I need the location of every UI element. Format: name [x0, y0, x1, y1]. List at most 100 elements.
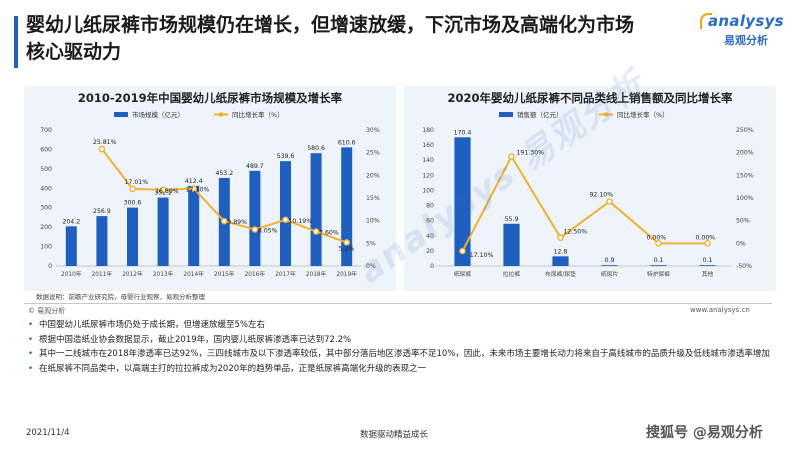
y-left-tick: 60: [426, 218, 434, 225]
data-source-note: 数据说明：前瞻产业研究院，母婴行业观察，易观分析整理: [36, 293, 205, 301]
y-left-tick: 700: [40, 127, 52, 134]
finding-item: 根据中国造纸业协会数据显示，截止2019年，国内婴儿纸尿裤渗透率已达到72.2%: [28, 333, 773, 348]
bar-value-label: 489.7: [246, 163, 264, 170]
bar-value-label: 0.9: [605, 257, 615, 264]
sohu-watermark: 搜狐号 @易观分析: [646, 425, 763, 441]
growth-point: [508, 153, 515, 160]
bar-value-label: 12.8: [554, 248, 568, 255]
finding-item: 在纸尿裤不同品类中，以高端主打的拉拉裤成为2020年的趋势单品，正是纸尿裤高端化…: [28, 362, 773, 377]
x-tick-label: 布尿裤/尿垫: [545, 270, 576, 278]
growth-line: [461, 154, 708, 252]
growth-label: 5.2%: [339, 245, 355, 252]
legend-bar-swatch: [499, 112, 513, 117]
bar: [157, 197, 169, 266]
growth-label: 92.10%: [590, 192, 614, 199]
legend-bar-swatch: [114, 112, 128, 117]
chart-panel-market-size: 2010-2019年中国婴幼儿纸尿裤市场规模及增长率 市场规模（亿元） 同比增长率…: [24, 86, 396, 291]
growth-point: [312, 228, 320, 235]
bar: [65, 226, 77, 266]
category-sales-chart: 销售额（亿元） 同比增长率（%） 0 20 40 60 80 100 120 140 160 180 -…: [422, 110, 754, 278]
bar: [96, 216, 108, 266]
growth-point: [704, 240, 711, 247]
logo-mark-icon: [700, 13, 712, 29]
brand-left: © 易观分析: [28, 307, 66, 315]
y-left-tick: 20: [426, 248, 434, 255]
y-left-tick: 100: [422, 187, 434, 194]
x-tick-label: 2010年: [61, 270, 82, 278]
bar: [310, 153, 322, 266]
growth-label: 17.01%: [125, 179, 149, 186]
bar: [503, 223, 520, 266]
x-tick-label: 拉拉裤: [503, 270, 521, 278]
legend-line-marker: [218, 112, 224, 117]
growth-point: [98, 145, 106, 153]
y-left-tick: 600: [40, 146, 52, 153]
x-tick-label: 2016年: [245, 270, 266, 278]
y-right-tick: 10%: [366, 218, 380, 225]
x-tick-label: 2018年: [306, 270, 327, 278]
x-tick-label: 特护尿裤: [647, 270, 670, 278]
x-tick-label: 2014年: [183, 270, 204, 278]
title-accent-bar: [14, 16, 18, 68]
growth-label: 8.05%: [258, 228, 278, 235]
page-title: 婴幼儿纸尿裤市场规模仍在增长，但增速放缓，下沉市场及高端化为市场核心驱动力: [26, 14, 635, 63]
finding-item: 其中一二线城市在2018年渗透率已达92%，三四线城市及以下渗透率较低，其中部分…: [28, 347, 773, 362]
bar-value-label: 580.6: [307, 145, 325, 152]
bar-value-label: 55.9: [505, 216, 519, 223]
analysys-logo: analysys 易观分析: [700, 12, 790, 48]
y-right-tick: 0%: [736, 240, 746, 247]
bar-value-label: 453.2: [215, 170, 233, 177]
legend-line-label: 同比增长率（%）: [232, 110, 284, 119]
legend-line-label: 同比增长率（%）: [617, 110, 669, 119]
market-size-chart: 市场规模（亿元） 同比增长率（%） 0 100 200 300 400 500 600 700 0%…: [40, 110, 380, 278]
slogan: 数据驱动精益成长: [360, 430, 429, 440]
y-right-tick: 150%: [736, 172, 754, 179]
growth-label: 16.80%: [155, 188, 179, 195]
bar: [126, 207, 139, 266]
x-tick-label: 纸尿裤: [454, 270, 472, 278]
y-right-tick: 5%: [366, 240, 376, 247]
growth-label: 0.00%: [696, 234, 716, 241]
chart-title: 2010-2019年中国婴幼儿纸尿裤市场规模及增长率: [77, 91, 343, 105]
growth-point: [190, 185, 197, 192]
growth-point: [343, 239, 351, 246]
growth-point: [159, 186, 167, 194]
y-right-tick: 200%: [736, 150, 754, 157]
bar-value-label: 412.4: [185, 178, 203, 185]
y-left-tick: 200: [40, 224, 52, 231]
y-right-tick: -50%: [736, 263, 752, 270]
x-tick-label: 2013年: [153, 270, 174, 278]
findings-list: 中国婴幼儿纸尿裤市场仍处于成长期，但增速放缓至5%左右 根据中国造纸业协会数据显…: [28, 318, 773, 376]
bar: [279, 161, 292, 266]
growth-label: -17.10%: [468, 252, 494, 259]
growth-point: [606, 198, 613, 205]
divider: [24, 303, 772, 304]
bar: [552, 256, 569, 266]
bar: [650, 265, 667, 266]
x-tick-label: 纸尿片: [601, 270, 619, 278]
y-left-tick: 300: [40, 205, 52, 212]
brand-url: www.analysys.cn: [690, 306, 750, 314]
bar: [188, 185, 200, 266]
growth-point: [129, 185, 136, 193]
y-right-tick: 0%: [366, 263, 376, 270]
y-right-tick: 25%: [366, 150, 380, 157]
chart-title: 2020年婴幼儿纸尿裤不同品类线上销售额及同比增长率: [447, 91, 733, 105]
growth-label: 12.50%: [564, 229, 588, 236]
bar: [454, 137, 471, 266]
growth-label: 0.00%: [647, 234, 667, 241]
bar-value-label: 256.9: [93, 208, 111, 215]
bar: [699, 265, 716, 266]
report-date: 2021/11/4: [26, 428, 70, 438]
growth-label: 9.89%: [227, 219, 247, 226]
bar-value-label: 0.1: [654, 257, 664, 264]
y-left-tick: 140: [422, 157, 434, 164]
legend-line-marker: [603, 112, 609, 117]
y-left-tick: 160: [422, 142, 434, 149]
y-right-tick: 15%: [366, 195, 380, 202]
bar-value-label: 0.1: [703, 257, 713, 264]
x-tick-label: 2012年: [122, 270, 143, 278]
y-left-tick: 0: [48, 263, 52, 270]
y-left-tick: 80: [426, 203, 434, 210]
x-tick-label: 2011年: [92, 270, 113, 278]
